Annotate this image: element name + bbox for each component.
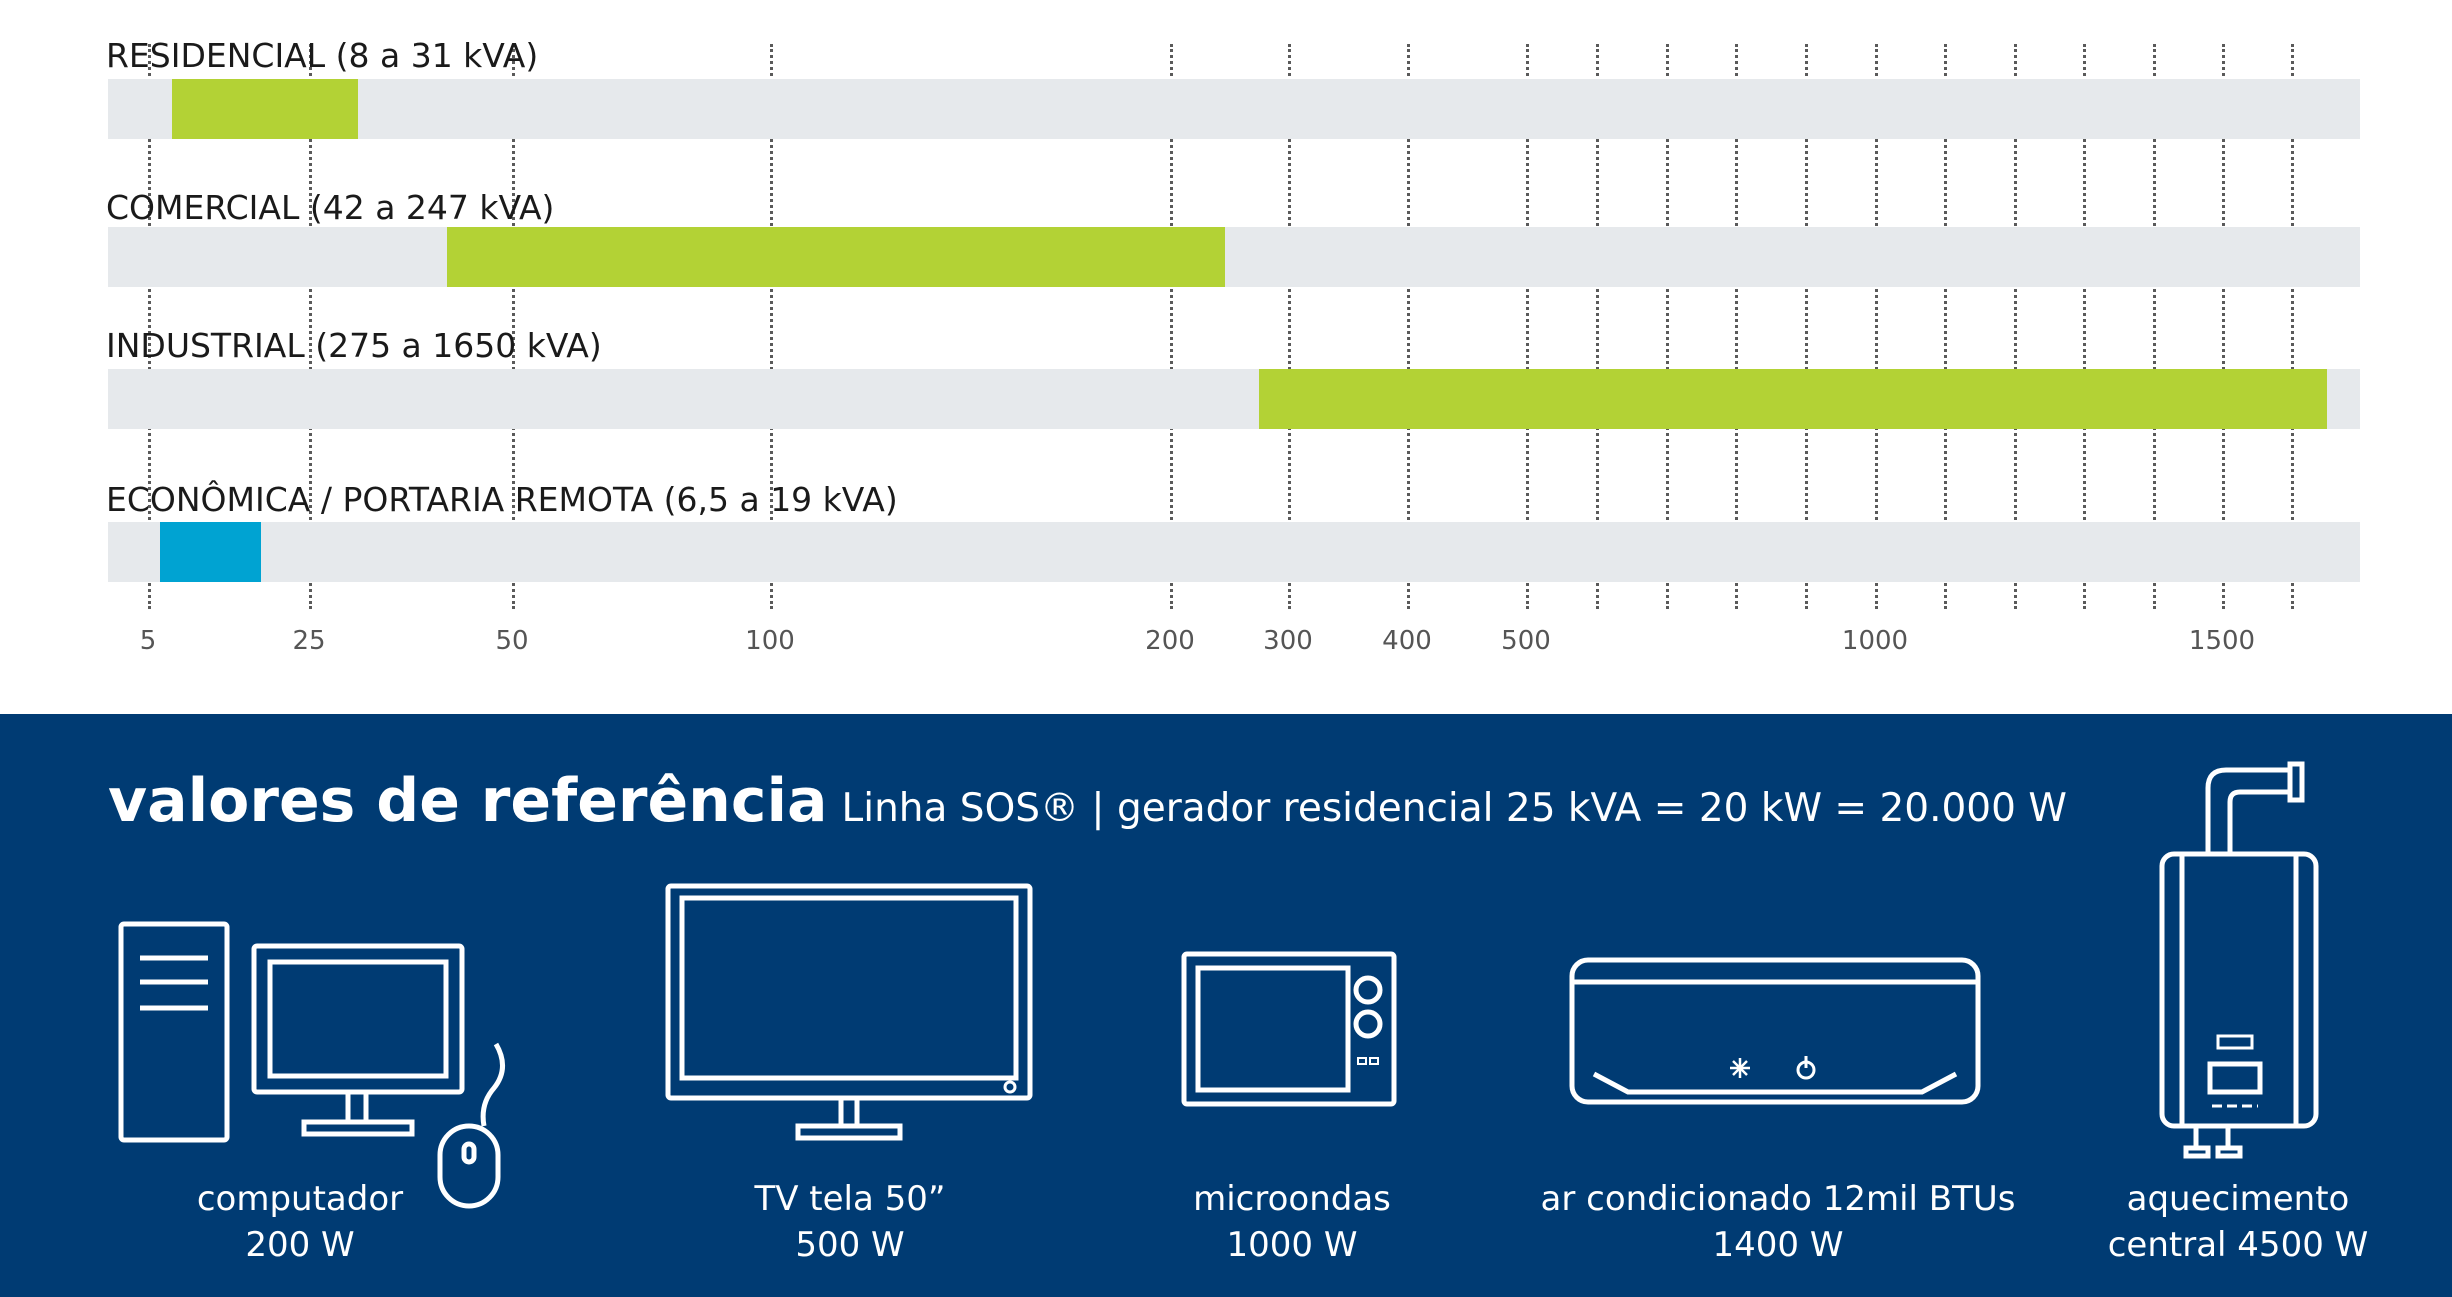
computer-icon bbox=[118, 918, 508, 1238]
reference-header: valores de referência Linha SOS® | gerado… bbox=[108, 766, 2067, 836]
item-label-computer: computador 200 W bbox=[197, 1176, 403, 1268]
gridline bbox=[1596, 44, 1599, 609]
x-tick-label: 300 bbox=[1263, 626, 1313, 656]
gridline bbox=[1526, 44, 1529, 609]
item-label-water-heater: aquecimento central 4500 W bbox=[2108, 1176, 2369, 1268]
gridline bbox=[1288, 44, 1291, 609]
item-power: 1000 W bbox=[1226, 1225, 1358, 1265]
microwave-icon bbox=[1180, 950, 1400, 1110]
item-power: 500 W bbox=[795, 1225, 905, 1265]
water-heater-icon bbox=[2152, 750, 2322, 1170]
gridline bbox=[512, 44, 515, 609]
item-power: central 4500 W bbox=[2107, 1225, 2369, 1265]
gridline bbox=[1875, 44, 1878, 609]
x-tick-label: 100 bbox=[745, 626, 795, 656]
range-bar-4 bbox=[160, 522, 261, 582]
track-comercial bbox=[108, 227, 2360, 287]
category-label-comercial: COMERCIAL (42 a 247 kVA) bbox=[106, 188, 555, 227]
gridline bbox=[1170, 44, 1173, 609]
x-tick-label: 5 bbox=[139, 626, 157, 656]
gridline bbox=[2222, 44, 2225, 609]
gridline bbox=[770, 44, 773, 609]
range-bar-1 bbox=[172, 79, 358, 139]
reference-title: valores de referência bbox=[108, 766, 828, 836]
item-label-air-conditioner: ar condicionado 12mil BTUs 1400 W bbox=[1541, 1176, 2016, 1268]
gridline bbox=[1805, 44, 1808, 609]
air-conditioner-icon bbox=[1568, 956, 1984, 1106]
gridline bbox=[2083, 44, 2086, 609]
gridline bbox=[1666, 44, 1669, 609]
category-label-economica: ECONÔMICA / PORTARIA REMOTA (6,5 a 19 kV… bbox=[106, 480, 898, 519]
gridline bbox=[2291, 44, 2294, 609]
x-tick-label: 50 bbox=[495, 626, 529, 656]
range-bar-3 bbox=[1259, 369, 2327, 429]
range-chart: RESIDENCIAL (8 a 31 kVA) COMERCIAL (42 a… bbox=[106, 36, 2360, 656]
gridline bbox=[1407, 44, 1410, 609]
item-power: 200 W bbox=[245, 1225, 355, 1265]
x-tick-label: 400 bbox=[1382, 626, 1432, 656]
reference-subtitle: Linha SOS® | gerador residencial 25 kVA … bbox=[841, 786, 2067, 831]
gridline bbox=[1944, 44, 1947, 609]
tv-icon bbox=[664, 882, 1036, 1144]
x-tick-label: 25 bbox=[292, 626, 326, 656]
item-name: ar condicionado 12mil BTUs bbox=[1540, 1179, 2016, 1219]
item-name: computador bbox=[196, 1179, 404, 1219]
reference-panel: valores de referência Linha SOS® | gerado… bbox=[0, 714, 2452, 1297]
category-label-industrial: INDUSTRIAL (275 a 1650 kVA) bbox=[106, 326, 602, 365]
gridline bbox=[2153, 44, 2156, 609]
x-tick-label: 200 bbox=[1145, 626, 1195, 656]
x-tick-label: 1000 bbox=[1841, 626, 1909, 656]
track-residencial bbox=[108, 79, 2360, 139]
item-name: microondas bbox=[1193, 1179, 1391, 1219]
gridline bbox=[148, 44, 151, 609]
gridline bbox=[309, 44, 312, 609]
x-tick-label: 500 bbox=[1501, 626, 1551, 656]
gridline bbox=[1735, 44, 1738, 609]
item-name: aquecimento bbox=[2126, 1179, 2350, 1219]
x-tick-label: 1500 bbox=[2188, 626, 2256, 656]
item-power: 1400 W bbox=[1712, 1225, 1844, 1265]
gridline bbox=[2014, 44, 2017, 609]
item-label-microwave: microondas 1000 W bbox=[1193, 1176, 1391, 1268]
item-label-tv: TV tela 50” 500 W bbox=[754, 1176, 945, 1268]
category-label-residencial: RESIDENCIAL (8 a 31 kVA) bbox=[106, 36, 539, 75]
item-name: TV tela 50” bbox=[754, 1179, 946, 1219]
track-economica bbox=[108, 522, 2360, 582]
range-bar-2 bbox=[447, 227, 1225, 287]
